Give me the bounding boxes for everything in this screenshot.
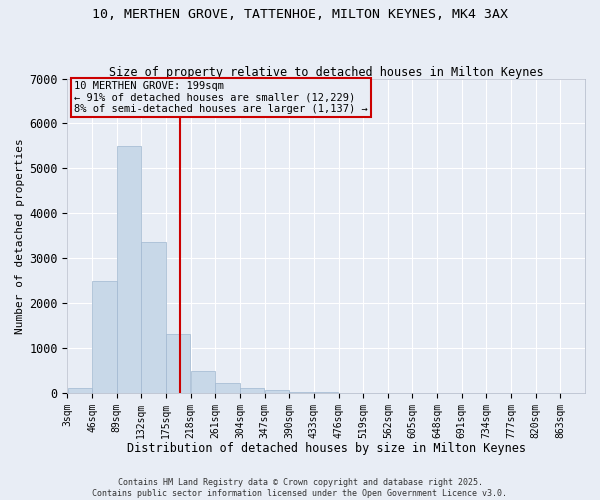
Bar	[68, 388, 92, 393]
Bar	[265, 390, 289, 393]
Title: Size of property relative to detached houses in Milton Keynes: Size of property relative to detached ho…	[109, 66, 544, 78]
Y-axis label: Number of detached properties: Number of detached properties	[15, 138, 25, 334]
Bar	[240, 388, 265, 393]
X-axis label: Distribution of detached houses by size in Milton Keynes: Distribution of detached houses by size …	[127, 442, 526, 455]
Bar	[314, 392, 338, 393]
Text: 10, MERTHEN GROVE, TATTENHOE, MILTON KEYNES, MK4 3AX: 10, MERTHEN GROVE, TATTENHOE, MILTON KEY…	[92, 8, 508, 20]
Bar	[191, 372, 215, 393]
Bar	[215, 383, 240, 393]
Text: Contains HM Land Registry data © Crown copyright and database right 2025.
Contai: Contains HM Land Registry data © Crown c…	[92, 478, 508, 498]
Bar	[166, 334, 190, 393]
Bar	[142, 242, 166, 393]
Bar	[117, 146, 141, 393]
Bar	[289, 392, 314, 393]
Text: 10 MERTHEN GROVE: 199sqm
← 91% of detached houses are smaller (12,229)
8% of sem: 10 MERTHEN GROVE: 199sqm ← 91% of detach…	[74, 80, 368, 114]
Bar	[92, 280, 116, 393]
